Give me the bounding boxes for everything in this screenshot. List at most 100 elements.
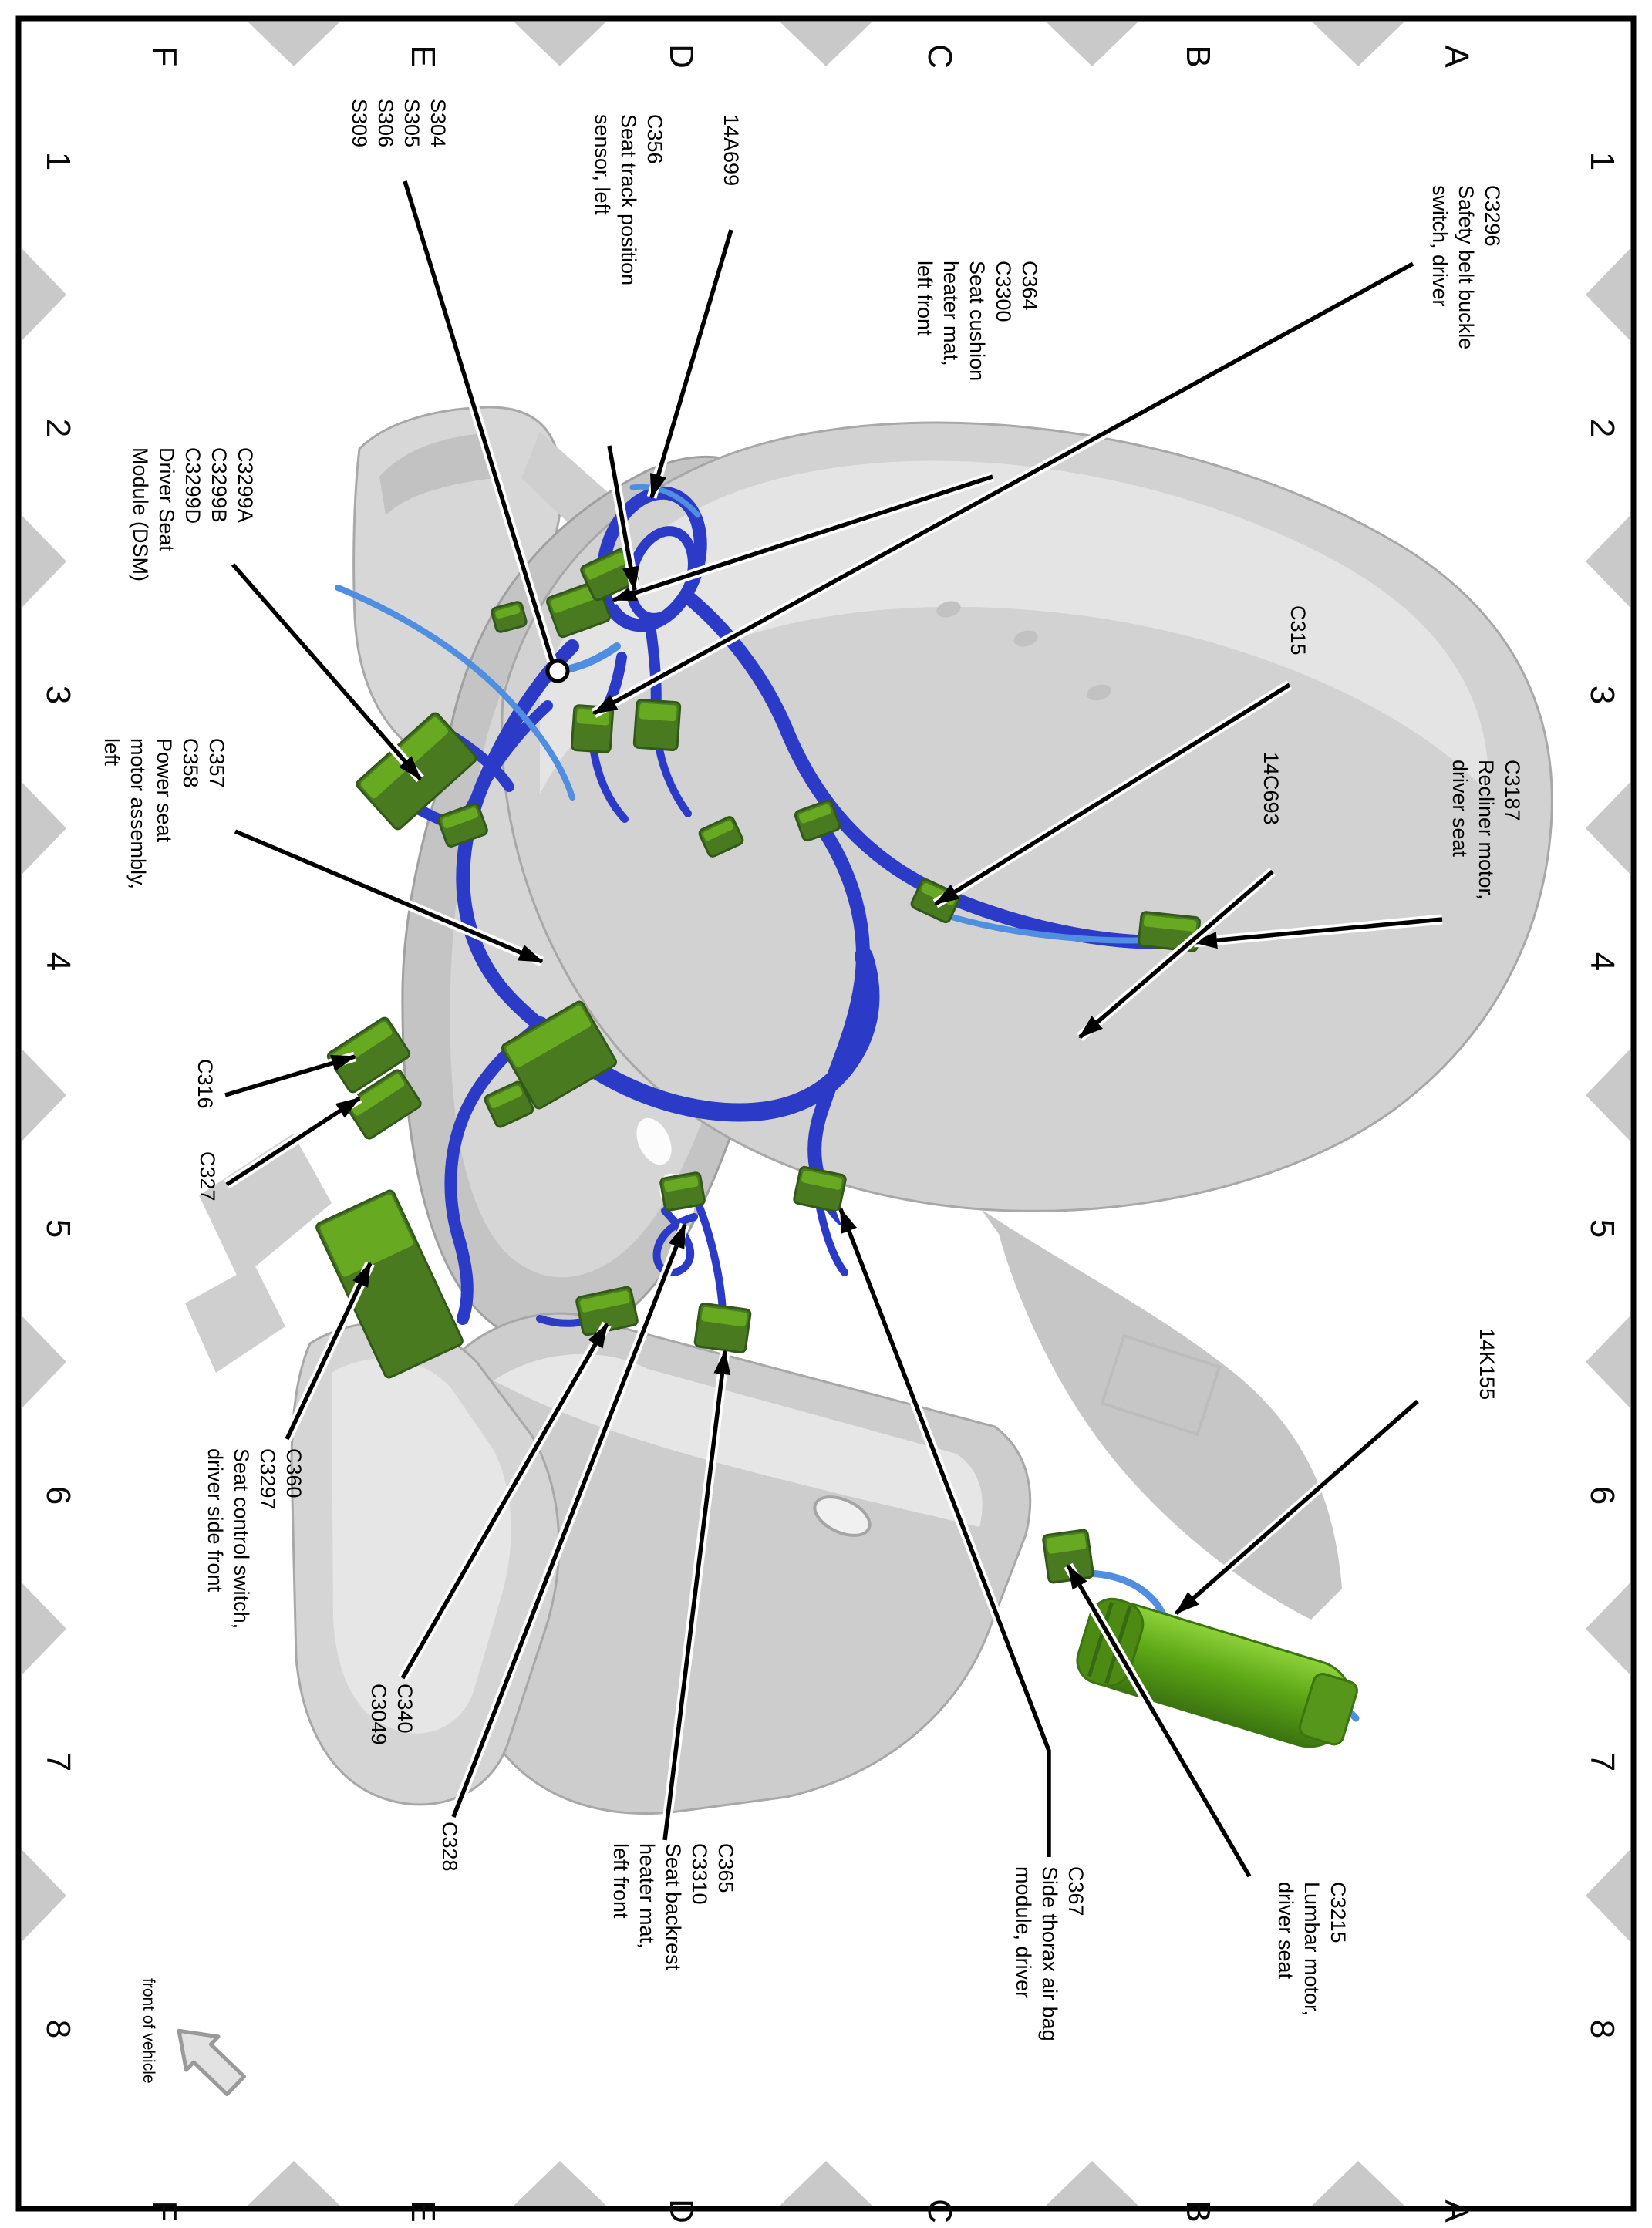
grid-triangle xyxy=(248,2161,340,2206)
grid-triangle xyxy=(22,782,66,875)
callout-line: driver side front xyxy=(204,1448,227,1593)
leader-c357 xyxy=(234,829,544,964)
connector-block xyxy=(794,799,841,842)
leader-c364 xyxy=(612,474,993,602)
grid-triangle xyxy=(1046,22,1138,66)
callout-line: switch, driver xyxy=(1428,185,1451,307)
callout-p14C693: 14C693 xyxy=(1258,752,1284,825)
grid-letter-D-left: D xyxy=(662,44,700,69)
callout-line: C328 xyxy=(438,1822,461,1872)
callout-line: C365 xyxy=(714,1843,737,1893)
grid-number-4-top: 4 xyxy=(1583,952,1621,972)
grid-triangle xyxy=(514,2161,606,2206)
callout-line: 14C693 xyxy=(1259,752,1283,825)
grid-triangle xyxy=(22,515,66,608)
callout-line: C316 xyxy=(194,1059,217,1109)
callout-c340: C340 C3049 xyxy=(366,1684,418,1745)
grid-letter-E-left: E xyxy=(404,45,442,68)
grid-tick-triangles xyxy=(22,22,1630,2206)
callout-line: C3296 xyxy=(1481,185,1504,247)
callout-c367: C367 Side thorax air bag module, driver xyxy=(1010,1866,1089,2041)
connector-block xyxy=(484,1080,534,1128)
grid-triangle xyxy=(22,1049,66,1141)
grid-number-8-bottom: 8 xyxy=(39,2019,77,2039)
callout-p14A699: 14A699 xyxy=(718,114,744,186)
front-of-vehicle-arrow-icon xyxy=(177,2028,247,2097)
callout-line: C360 xyxy=(282,1448,305,1498)
grid-number-7-bottom: 7 xyxy=(39,1752,77,1772)
callout-line: C327 xyxy=(196,1151,219,1202)
callout-line: C367 xyxy=(1064,1866,1087,1916)
grid-number-3-top: 3 xyxy=(1583,685,1621,705)
leader-c316 xyxy=(224,1054,356,1097)
callout-line: left front xyxy=(609,1843,632,1919)
page-border xyxy=(15,15,1637,2212)
leader-c367 xyxy=(838,1208,1051,1857)
callout-c327: C327 xyxy=(194,1151,221,1202)
grid-letter-B-right: B xyxy=(1179,2199,1217,2223)
grid-triangle xyxy=(1586,782,1630,875)
callout-line: driver seat xyxy=(1448,760,1472,858)
grid-letter-F-left: F xyxy=(146,46,184,67)
callout-c360: C360 C3297 Seat control switch, driver side… xyxy=(202,1448,307,1629)
callout-line: C3310 xyxy=(688,1843,711,1905)
grid-number-1-bottom: 1 xyxy=(39,151,77,171)
callout-c3215: C3215 Lumbar motor, driver seat xyxy=(1273,1882,1351,2016)
callout-c365: C365 C3310 Seat backrest heater mat, left fr… xyxy=(608,1843,739,1970)
callout-c3187: C3187 Recliner motor, driver seat xyxy=(1447,760,1526,900)
callout-line: C3299B xyxy=(207,447,231,523)
grid-letter-D-right: D xyxy=(662,2199,700,2223)
leader-c365 xyxy=(662,1350,731,1841)
grid-letter-F-right: F xyxy=(146,2200,184,2222)
connector-block xyxy=(659,1171,706,1212)
callout-line: Module (DSM) xyxy=(129,447,152,582)
leader-p14C693 xyxy=(1078,869,1274,1040)
leader-c356 xyxy=(607,445,639,592)
callout-line: C3215 xyxy=(1327,1882,1350,1943)
callout-line: Lumbar motor, xyxy=(1300,1882,1323,2017)
grid-triangle xyxy=(780,22,872,66)
grid-triangle xyxy=(1312,2161,1404,2206)
grid-number-7-top: 7 xyxy=(1583,1752,1621,1772)
callout-line: S304 xyxy=(426,99,450,148)
callout-line: driver seat xyxy=(1274,1882,1297,1980)
grid-triangle xyxy=(1586,248,1630,341)
callout-line: Seat backrest xyxy=(662,1843,685,1971)
leader-p14K155 xyxy=(1175,1399,1419,1616)
grid-number-8-top: 8 xyxy=(1583,2019,1621,2039)
connectors xyxy=(315,548,1201,1584)
grid-number-5-top: 5 xyxy=(1583,1218,1621,1239)
callout-line: Driver Seat xyxy=(155,447,178,552)
grid-letter-C-left: C xyxy=(921,44,959,69)
callout-p14K155: 14K155 xyxy=(1474,1328,1500,1400)
callout-line: C340 xyxy=(393,1684,416,1734)
leader-c328 xyxy=(451,1223,687,1818)
callout-line: 14K155 xyxy=(1475,1328,1499,1401)
callout-line: Recliner motor, xyxy=(1475,760,1498,900)
grid-triangle xyxy=(1586,515,1630,608)
leader-c360 xyxy=(285,1262,373,1441)
callout-line: sensor, left xyxy=(591,114,614,215)
callout-line: left front xyxy=(913,261,936,336)
leader-splices xyxy=(403,180,555,662)
callout-line: C3049 xyxy=(367,1684,390,1745)
callout-line: Seat control switch, xyxy=(230,1448,253,1630)
callout-line: C356 xyxy=(643,114,666,164)
callout-c364: C364 C3300 Seat cushion heater mat, left fro… xyxy=(912,261,1043,381)
leader-lines xyxy=(224,180,1443,1879)
callout-line: C3187 xyxy=(1501,760,1524,821)
grid-triangle xyxy=(22,248,66,341)
callout-line: S306 xyxy=(374,99,397,148)
connector-block xyxy=(693,1302,752,1354)
callout-c315: C315 xyxy=(1285,605,1311,656)
grid-letter-E-right: E xyxy=(404,2199,442,2223)
callout-line: Side thorax air bag xyxy=(1038,1866,1061,2041)
callout-line: Seat track position xyxy=(617,114,640,286)
callout-line: motor assembly, xyxy=(126,738,150,890)
callout-line: C3297 xyxy=(256,1448,279,1510)
grid-triangle xyxy=(22,1583,66,1675)
callout-line: C3299A xyxy=(234,447,257,523)
connector-block xyxy=(632,699,682,751)
grid-triangle xyxy=(1586,1849,1630,1942)
